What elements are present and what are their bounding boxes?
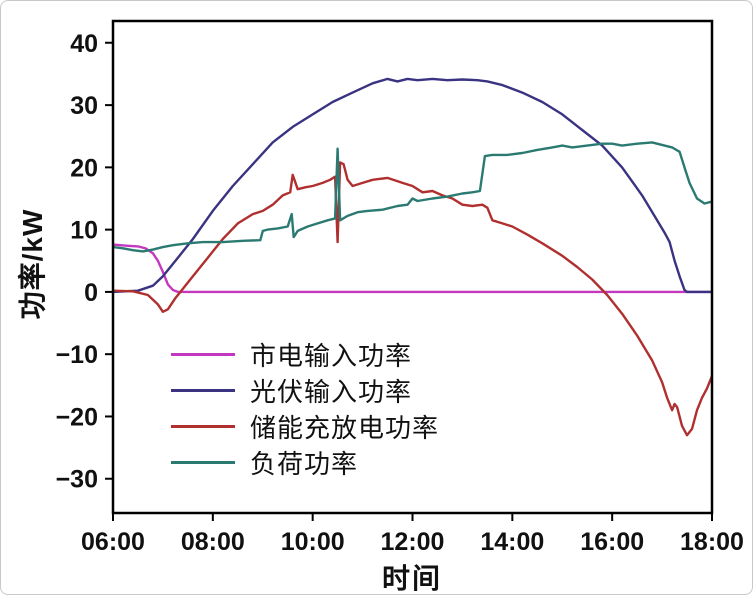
y-axis-ticks: −30 −20 −10 0 10 20 30 40: [56, 30, 113, 494]
legend-item-storage: 储能充放电功率: [171, 412, 439, 443]
svg-text:−20: −20: [56, 403, 98, 431]
legend-item-pv: 光伏输入功率: [171, 376, 439, 407]
svg-text:06:00: 06:00: [81, 528, 145, 556]
legend-item-mains: 市电输入功率: [171, 340, 439, 371]
svg-text:16:00: 16:00: [580, 528, 644, 556]
svg-text:0: 0: [84, 279, 98, 307]
svg-text:12:00: 12:00: [381, 528, 445, 556]
svg-text:10: 10: [70, 217, 98, 245]
legend-label-pv: 光伏输入功率: [250, 377, 413, 407]
svg-text:30: 30: [70, 92, 98, 120]
svg-text:−10: −10: [56, 341, 98, 369]
y-axis-label: 功率/kW: [17, 208, 48, 320]
legend-swatch-mains: [171, 353, 235, 356]
legend-item-load: 负荷功率: [171, 448, 439, 479]
svg-text:18:00: 18:00: [680, 528, 744, 556]
legend-swatch-pv: [171, 389, 235, 392]
legend: 市电输入功率 光伏输入功率 储能充放电功率 负荷功率: [171, 340, 439, 479]
legend-label-mains: 市电输入功率: [250, 341, 413, 371]
svg-text:08:00: 08:00: [181, 528, 245, 556]
legend-label-load: 负荷功率: [250, 449, 359, 479]
legend-label-storage: 储能充放电功率: [250, 413, 440, 443]
series-line-2: [112, 161, 714, 437]
svg-text:40: 40: [70, 30, 98, 58]
series-line-1: [112, 77, 712, 294]
series-line-0: [112, 243, 712, 294]
series-line-3: [112, 141, 713, 253]
svg-text:10:00: 10:00: [281, 528, 345, 556]
legend-swatch-storage: [171, 425, 235, 428]
svg-text:−30: −30: [56, 466, 98, 494]
svg-text:14:00: 14:00: [480, 528, 544, 556]
x-axis-label: 时间: [381, 563, 443, 594]
plot-frame: [111, 19, 714, 515]
legend-swatch-load: [171, 461, 235, 464]
x-axis-ticks: 06:00 08:00 10:00 12:00 14:00 16:00 18:00: [81, 513, 744, 556]
svg-text:20: 20: [70, 154, 98, 182]
